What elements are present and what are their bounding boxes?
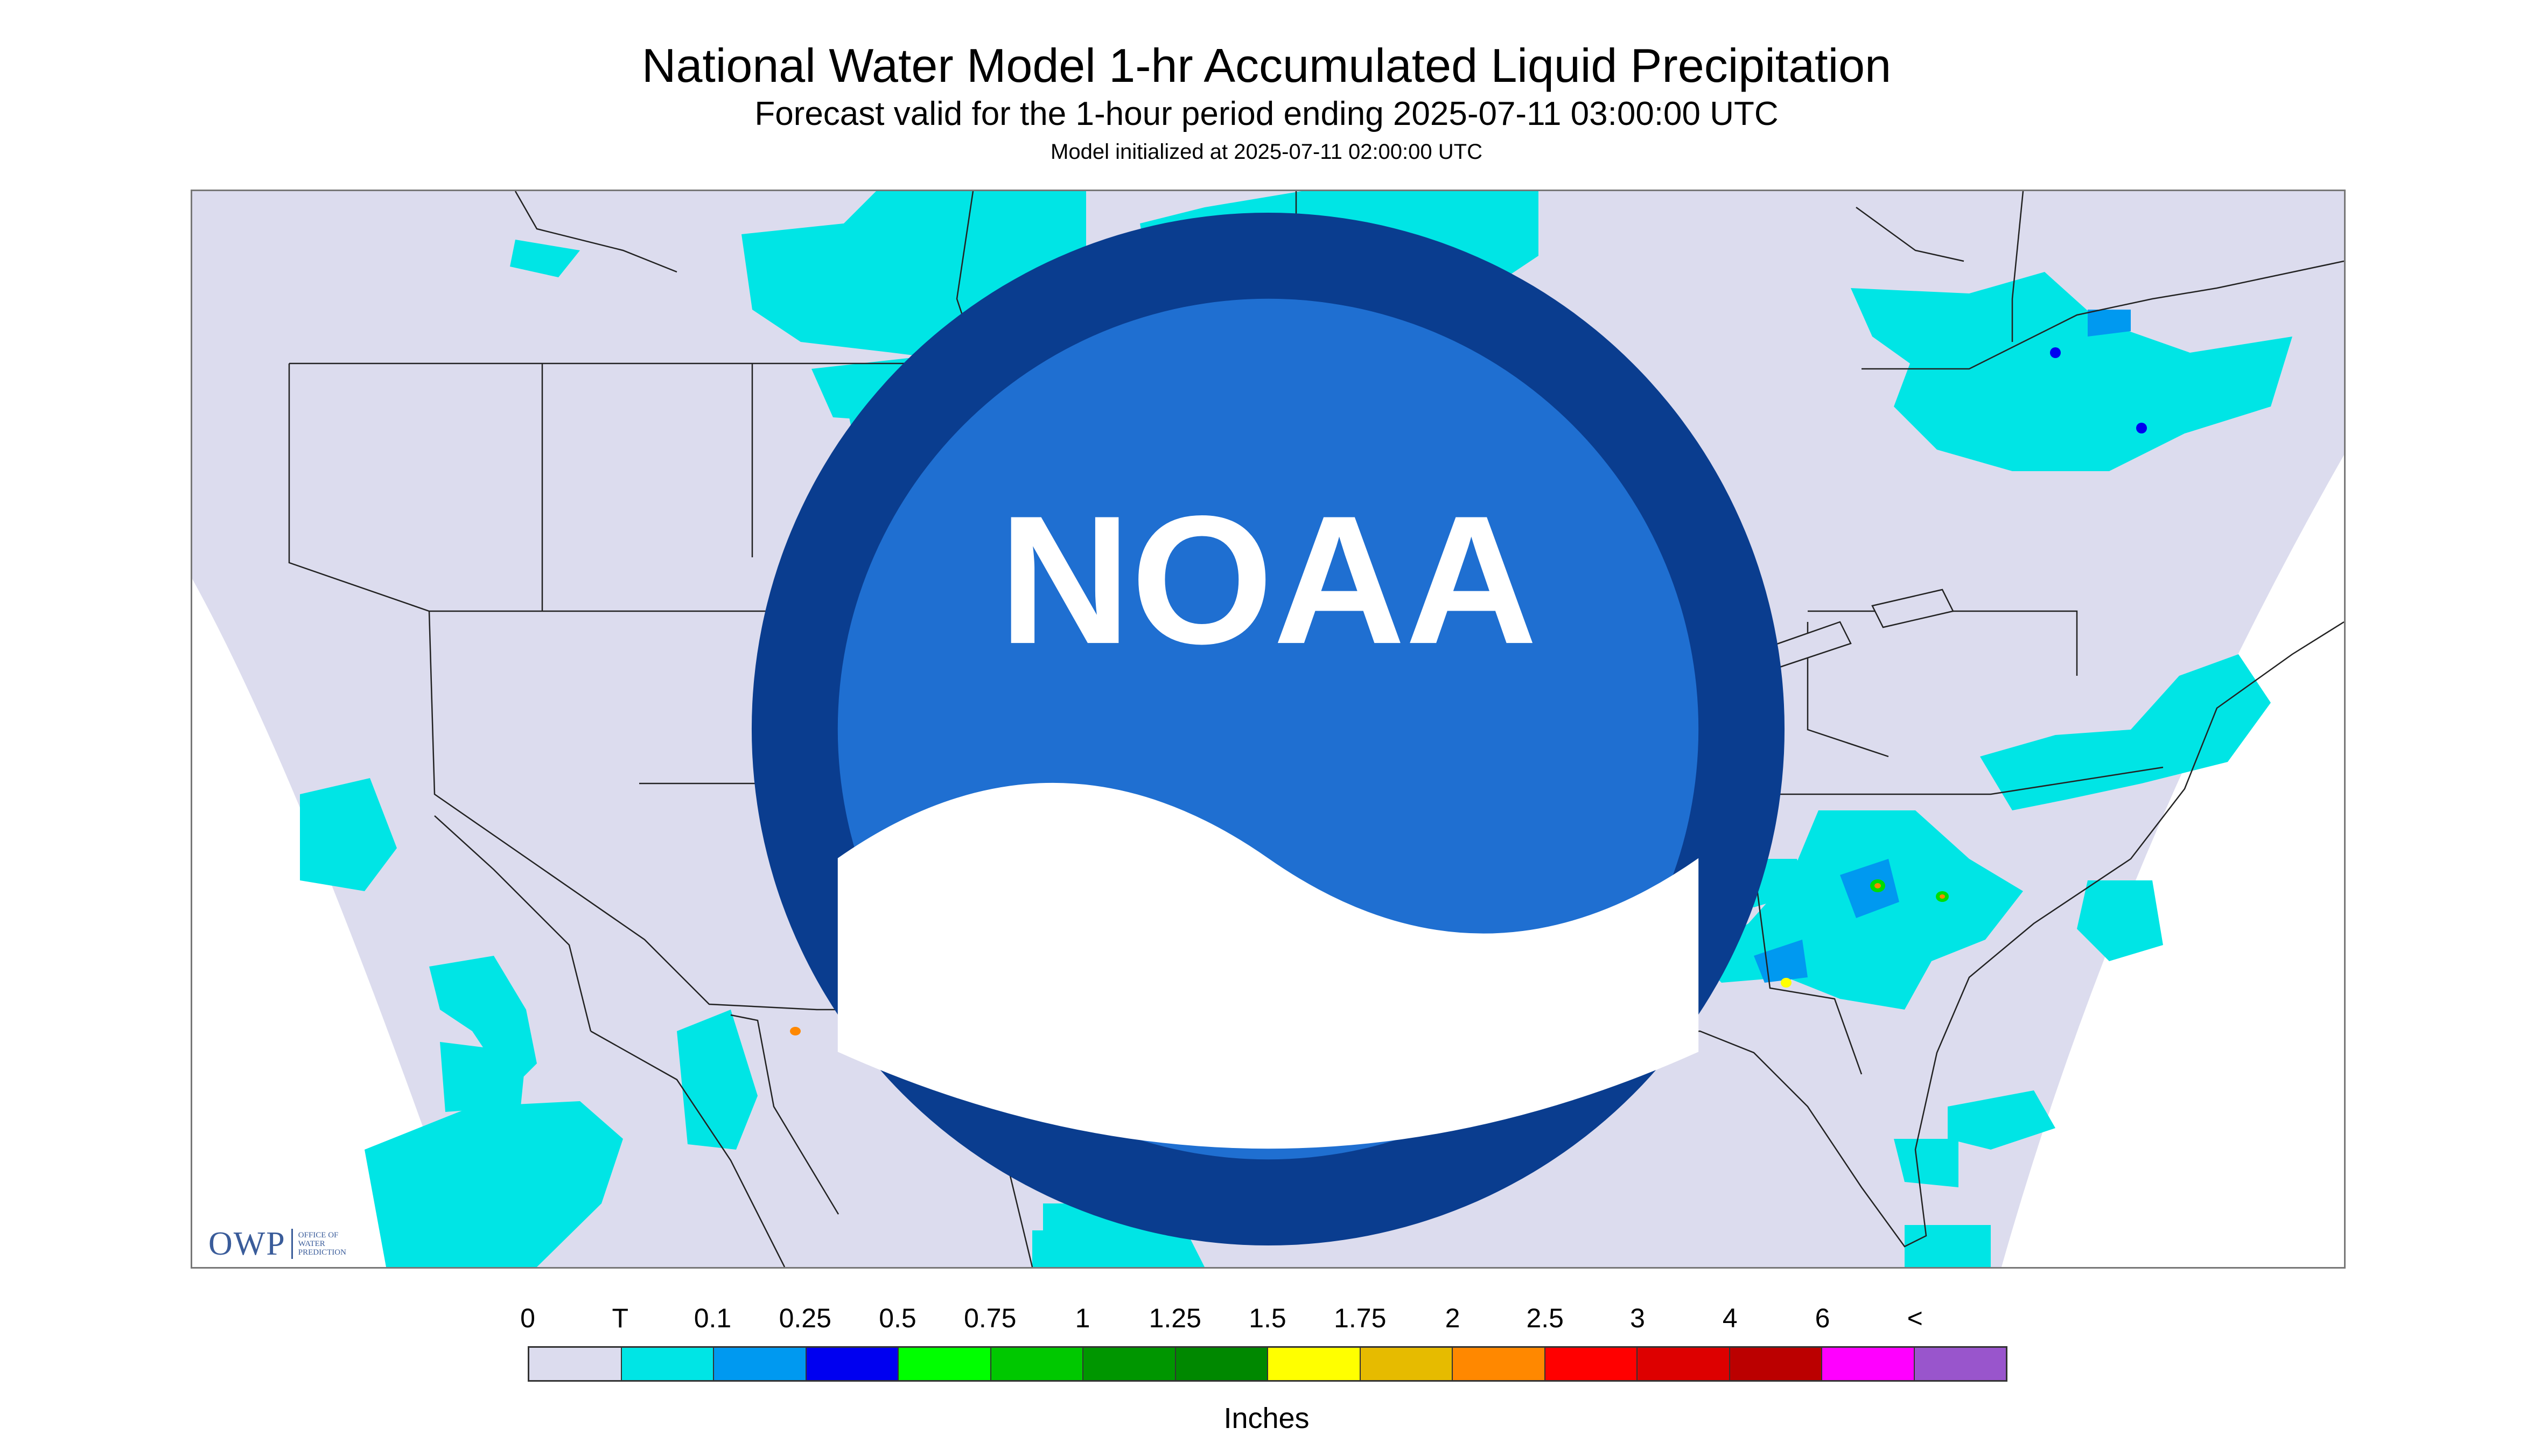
legend-tick-label: 0.25 (779, 1303, 831, 1333)
chart-title: National Water Model 1-hr Accumulated Li… (641, 39, 1892, 92)
color-legend (528, 1346, 2007, 1382)
legend-tick-label: 1.5 (1249, 1303, 1286, 1333)
legend-swatch (1638, 1348, 1730, 1380)
legend-swatch (1360, 1348, 1453, 1380)
legend-swatch (1083, 1348, 1176, 1380)
legend-swatch (1914, 1348, 2006, 1380)
legend-tick-label: 3 (1630, 1303, 1645, 1333)
legend-units-label: Inches (1223, 1402, 1310, 1434)
legend-swatch (621, 1348, 714, 1380)
legend-tick-label: 1.75 (1334, 1303, 1387, 1333)
legend-swatch (991, 1348, 1083, 1380)
legend-swatch (1822, 1348, 1915, 1380)
legend-swatch (1268, 1348, 1361, 1380)
noaa-logo: NOAA (751, 212, 1785, 1246)
legend-swatch (529, 1348, 622, 1380)
legend-tick-label: 6 (1815, 1303, 1830, 1333)
legend-swatch (806, 1348, 899, 1380)
legend-swatch (1730, 1348, 1822, 1380)
legend-tick-label: 1.25 (1149, 1303, 1201, 1333)
legend-tick-label: 0.5 (879, 1303, 916, 1333)
owp-logo-name: OWP (208, 1225, 286, 1262)
noaa-logo-text: NOAA (999, 478, 1537, 682)
legend-swatch (1545, 1348, 1638, 1380)
owp-logo-divider (291, 1229, 293, 1259)
legend-swatch (1453, 1348, 1545, 1380)
legend-tick-label: T (612, 1303, 629, 1333)
owp-logo: OWP OFFICE OF WATER PREDICTION (208, 1225, 346, 1263)
model-init-line: Model initialized at 2025-07-11 02:00:00… (1051, 140, 1482, 164)
legend-tick-label: < (1907, 1303, 1923, 1333)
legend-tick-label: 2.5 (1526, 1303, 1564, 1333)
owp-logo-caption: OFFICE OF WATER PREDICTION (298, 1231, 346, 1257)
legend-tick-label: 0.75 (964, 1303, 1017, 1333)
chart-subtitle: Forecast valid for the 1-hour period end… (754, 95, 1779, 132)
legend-swatch (1175, 1348, 1268, 1380)
legend-tick-label: 0 (520, 1303, 535, 1333)
legend-swatch (714, 1348, 807, 1380)
legend-tick-label: 4 (1722, 1303, 1738, 1333)
legend-swatch (899, 1348, 991, 1380)
legend-labels: 0 T 0.1 0.25 0.5 0.75 1 1.25 1.5 1.75 2 2.5 3 4 6 < (0, 1302, 2533, 1334)
legend-tick-label: 1 (1075, 1303, 1090, 1333)
precipitation-map[interactable]: OWP OFFICE OF WATER PREDICTION NOAA (191, 190, 2346, 1269)
legend-tick-label: 2 (1445, 1303, 1460, 1333)
legend-tick-label: 0.1 (694, 1303, 732, 1333)
